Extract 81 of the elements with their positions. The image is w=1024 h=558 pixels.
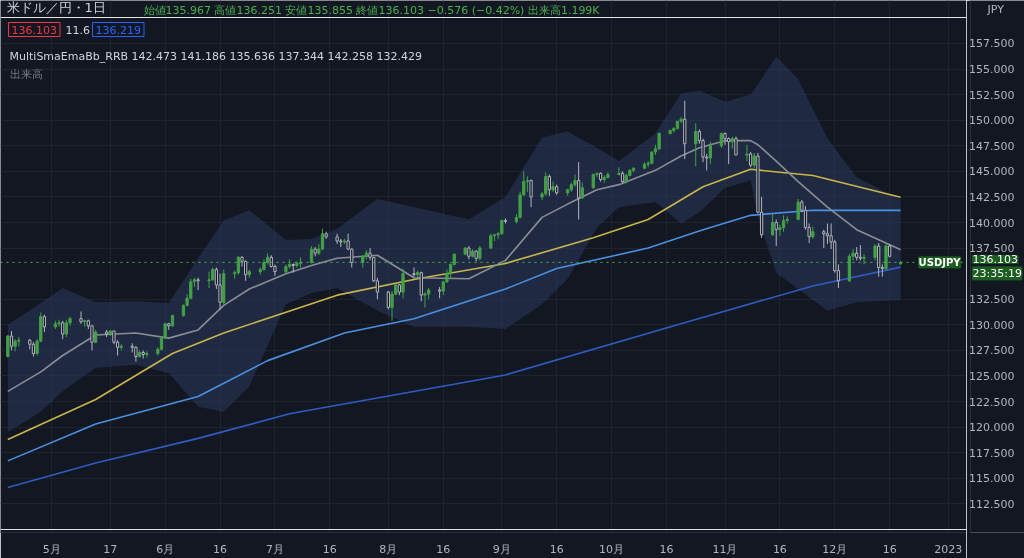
x-tick-label: 6月: [156, 542, 175, 556]
x-tick-label: 16: [772, 542, 787, 556]
candlestick: [529, 179, 533, 208]
x-tick-label: 17: [103, 542, 118, 556]
y-tick-label: 117.500: [969, 446, 1015, 460]
x-tick-label: 16: [549, 542, 564, 556]
y-tick-label: 147.500: [969, 139, 1015, 153]
annotation: MultiSmaEmaBb_RRB 142.473 141.186 135.636 137.344 142.258 132.429: [9, 49, 422, 63]
x-tick-label: 5月: [42, 542, 61, 556]
text: 136.103: [972, 253, 1018, 267]
annotation: 136.103: [11, 23, 57, 37]
x-tick-label: 2023: [934, 542, 963, 556]
y-tick-label: 140.000: [969, 216, 1015, 230]
x-tick-label: 10月: [599, 542, 625, 556]
text: JPY: [986, 2, 1005, 16]
chart-title: 米ドル／円・1日: [6, 0, 106, 15]
annotation: 出来高: [9, 67, 43, 81]
y-tick-label: 137.500: [969, 242, 1015, 256]
y-tick-label: 142.500: [969, 190, 1015, 204]
candlestick: [13, 338, 17, 352]
y-tick-label: 127.500: [969, 344, 1015, 358]
candlestick: [774, 218, 778, 247]
x-tick-label: 7月: [265, 542, 284, 556]
annotation: 始値135.967 高値136.251 安値135.855 終値136.103 −0.576 (−0.42%) 出来高1.199K: [143, 3, 601, 17]
candlestick: [295, 260, 299, 269]
y-tick-label: 130.000: [969, 318, 1015, 332]
candlestick: [57, 319, 61, 328]
candlestick: [877, 242, 881, 278]
y-tick-label: 152.500: [969, 88, 1015, 102]
candlestick: [196, 277, 200, 291]
y-tick-label: 150.000: [969, 114, 1015, 128]
line-series: [7, 266, 902, 489]
x-tick-label: 16: [659, 542, 674, 556]
candlestick: [825, 223, 830, 245]
y-tick-label: 157.500: [969, 37, 1015, 51]
y-tick-label: 145.000: [969, 165, 1015, 179]
candlestick: [79, 311, 83, 325]
candlestick: [412, 267, 416, 278]
candlestick: [708, 141, 712, 165]
annotation: 11.6: [65, 23, 90, 37]
candlestick: [734, 136, 738, 156]
x-tick-label: 9月: [492, 542, 511, 556]
candlestick: [573, 173, 577, 188]
y-tick-label: 112.500: [969, 497, 1015, 511]
candlestick: [6, 334, 10, 359]
y-tick-label: 122.500: [969, 395, 1015, 409]
y-tick-label: 120.000: [969, 421, 1015, 435]
candlestick: [145, 350, 149, 359]
line-series: [7, 209, 902, 462]
candlestick: [547, 173, 551, 197]
x-tick-label: 16: [213, 542, 228, 556]
candlestick: [207, 271, 211, 289]
candlestick: [423, 291, 427, 308]
ref-line-label: USDJPY: [918, 256, 962, 268]
x-tick-label: 16: [436, 542, 451, 556]
candlestick: [770, 213, 775, 237]
candlestick: [386, 290, 390, 310]
candlestick: [551, 181, 555, 193]
candlestick: [862, 253, 866, 265]
y-tick-label: 115.000: [969, 472, 1015, 486]
x-tick-label: 11月: [712, 542, 738, 556]
y-tick-label: 155.000: [969, 63, 1015, 77]
y-tick-label: 132.500: [969, 293, 1015, 307]
candlestick: [745, 144, 749, 162]
x-tick-label: 12月: [822, 542, 848, 556]
y-tick-label: 125.000: [969, 369, 1015, 383]
candlestick: [606, 171, 610, 180]
candlestick: [236, 255, 240, 276]
x-tick-label: 16: [882, 542, 897, 556]
text: 23:35:19: [972, 266, 1022, 280]
candlestick: [525, 175, 530, 193]
candlestick: [401, 268, 405, 299]
candlestick: [723, 131, 727, 146]
candlestick: [884, 242, 888, 272]
x-tick-label: 8月: [379, 542, 398, 556]
line-series: [7, 168, 902, 441]
candlestick: [90, 324, 94, 351]
candlestick: [617, 166, 621, 176]
annotation: 136.219: [95, 23, 141, 37]
candlestick: [544, 171, 548, 197]
x-tick-label: 16: [322, 542, 337, 556]
